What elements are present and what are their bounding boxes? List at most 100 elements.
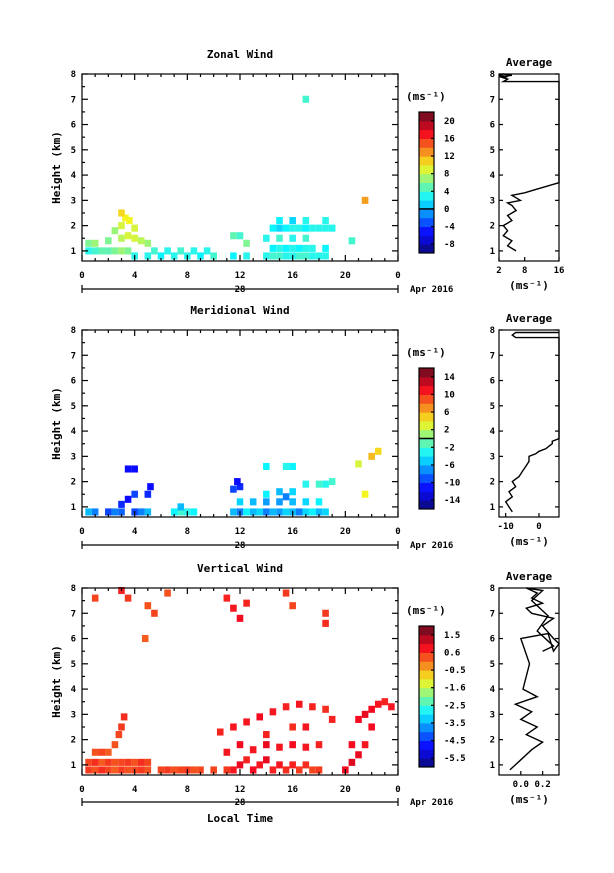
heatmap-cell bbox=[124, 232, 132, 240]
average-y-tick-label: 1 bbox=[490, 503, 495, 513]
average-title: Average bbox=[506, 56, 553, 69]
y-axis-label: Height (km) bbox=[50, 645, 63, 718]
average-frame bbox=[498, 587, 560, 776]
heatmap-cell bbox=[295, 224, 303, 232]
heatmap-cell bbox=[137, 237, 145, 245]
y-tick-label: 8 bbox=[71, 70, 76, 80]
heatmap-cell bbox=[263, 234, 270, 242]
heatmap-cell bbox=[282, 462, 290, 470]
heatmap-cell bbox=[282, 244, 290, 252]
average-x-tick-label: 8 bbox=[522, 266, 527, 276]
colorbar-swatch bbox=[419, 661, 434, 671]
colorbar-swatch bbox=[419, 156, 434, 166]
average-y-tick-label: 8 bbox=[490, 584, 495, 594]
heatmap-cell bbox=[315, 498, 323, 506]
heatmap-cell bbox=[210, 766, 217, 774]
heatmap-cell bbox=[263, 756, 270, 764]
heatmap-cell bbox=[243, 508, 250, 516]
heatmap-cell bbox=[85, 508, 92, 516]
colorbar-swatch bbox=[419, 235, 434, 245]
heatmap-cell bbox=[157, 766, 165, 774]
average-x-tick-label: -10 bbox=[498, 522, 514, 532]
y-tick-label: 7 bbox=[71, 95, 76, 105]
heatmap-cell bbox=[223, 748, 231, 756]
heatmap-cell bbox=[118, 758, 125, 766]
heatmap-cell bbox=[118, 723, 125, 731]
heatmap-cell bbox=[197, 252, 204, 260]
heatmap-cell bbox=[249, 498, 257, 506]
colorbar-swatch bbox=[419, 208, 434, 219]
x-tick-label: 4 bbox=[132, 527, 138, 537]
heatmap-cell bbox=[223, 594, 231, 602]
heatmap-cell bbox=[289, 498, 296, 506]
average-y-tick-label: 4 bbox=[490, 685, 496, 695]
heatmap-cell bbox=[118, 247, 125, 255]
heatmap-cell bbox=[282, 766, 290, 774]
y-tick-label: 2 bbox=[71, 736, 76, 746]
heatmap-cell bbox=[263, 741, 270, 749]
heatmap-cell bbox=[111, 508, 119, 516]
colorbar-frame bbox=[418, 625, 435, 768]
heatmap-cell bbox=[315, 508, 323, 516]
colorbar-tick-label: 4 bbox=[444, 187, 450, 197]
x-tick-label: 8 bbox=[185, 785, 190, 795]
heatmap-cell bbox=[137, 508, 145, 516]
heatmap-cell bbox=[295, 244, 303, 252]
colorbar-swatch bbox=[419, 643, 434, 653]
heatmap-cell bbox=[302, 244, 310, 252]
heatmap-cell bbox=[282, 703, 290, 711]
heatmap-cell bbox=[322, 705, 329, 713]
heatmap-cell bbox=[289, 723, 296, 731]
heatmap-cell bbox=[276, 224, 283, 232]
colorbar-swatch bbox=[419, 705, 434, 715]
heatmap-cell bbox=[131, 758, 138, 766]
average-y-tick-label: 2 bbox=[490, 736, 495, 746]
heatmap-cell bbox=[124, 766, 132, 774]
colorbar-swatch bbox=[419, 678, 434, 689]
colorbar-unit: (ms⁻¹) bbox=[406, 604, 446, 617]
average-x-label: (ms⁻¹) bbox=[509, 279, 549, 292]
heatmap-cell bbox=[276, 244, 283, 252]
heatmap-cell bbox=[263, 462, 270, 470]
y-axis-label: Height (km) bbox=[50, 131, 63, 204]
colorbar-tick-label: -0.5 bbox=[444, 666, 466, 676]
heatmap-cell bbox=[236, 232, 244, 240]
heatmap-cell bbox=[309, 508, 316, 516]
x-tick-label: 0 bbox=[79, 527, 84, 537]
heatmap-cell bbox=[289, 761, 296, 769]
average-frame bbox=[498, 73, 560, 262]
colorbar-swatch bbox=[419, 652, 434, 662]
heatmap-cell bbox=[144, 602, 152, 610]
heatmap-cell bbox=[236, 498, 244, 506]
y-tick-label: 7 bbox=[71, 609, 76, 619]
average-y-tick-label: 6 bbox=[490, 635, 495, 645]
colorbar-tick-label: 16 bbox=[444, 134, 455, 144]
heatmap-cell bbox=[177, 766, 185, 774]
heatmap-cell bbox=[243, 718, 250, 726]
x-tick-label: 20 bbox=[340, 271, 351, 281]
date-day-label: 28 bbox=[235, 285, 246, 295]
heatmap-cell bbox=[120, 713, 128, 721]
y-tick-label: 6 bbox=[71, 121, 76, 131]
heatmap-cell bbox=[236, 483, 244, 491]
y-tick-label: 2 bbox=[71, 478, 76, 488]
y-tick-label: 6 bbox=[71, 377, 76, 387]
heatmap-cell bbox=[164, 589, 171, 597]
colorbar-tick-label: 12 bbox=[444, 152, 455, 162]
colorbar-swatch bbox=[419, 740, 434, 750]
colorbar-tick-label: 1.5 bbox=[444, 631, 460, 641]
heatmap-cell bbox=[144, 252, 152, 260]
heatmap-cell bbox=[269, 708, 277, 716]
colorbar-swatch bbox=[419, 714, 434, 724]
heatmap-cell bbox=[361, 741, 369, 749]
heatmap-cell bbox=[144, 758, 152, 766]
y-tick-label: 5 bbox=[71, 660, 76, 670]
colorbar-swatch bbox=[419, 456, 434, 466]
average-title: Average bbox=[506, 570, 553, 583]
y-tick-label: 4 bbox=[71, 427, 77, 437]
heatmap-cell bbox=[381, 698, 389, 706]
average-profile-line bbox=[498, 73, 560, 252]
heatmap-cell bbox=[302, 761, 310, 769]
heatmap-cell bbox=[374, 447, 382, 455]
